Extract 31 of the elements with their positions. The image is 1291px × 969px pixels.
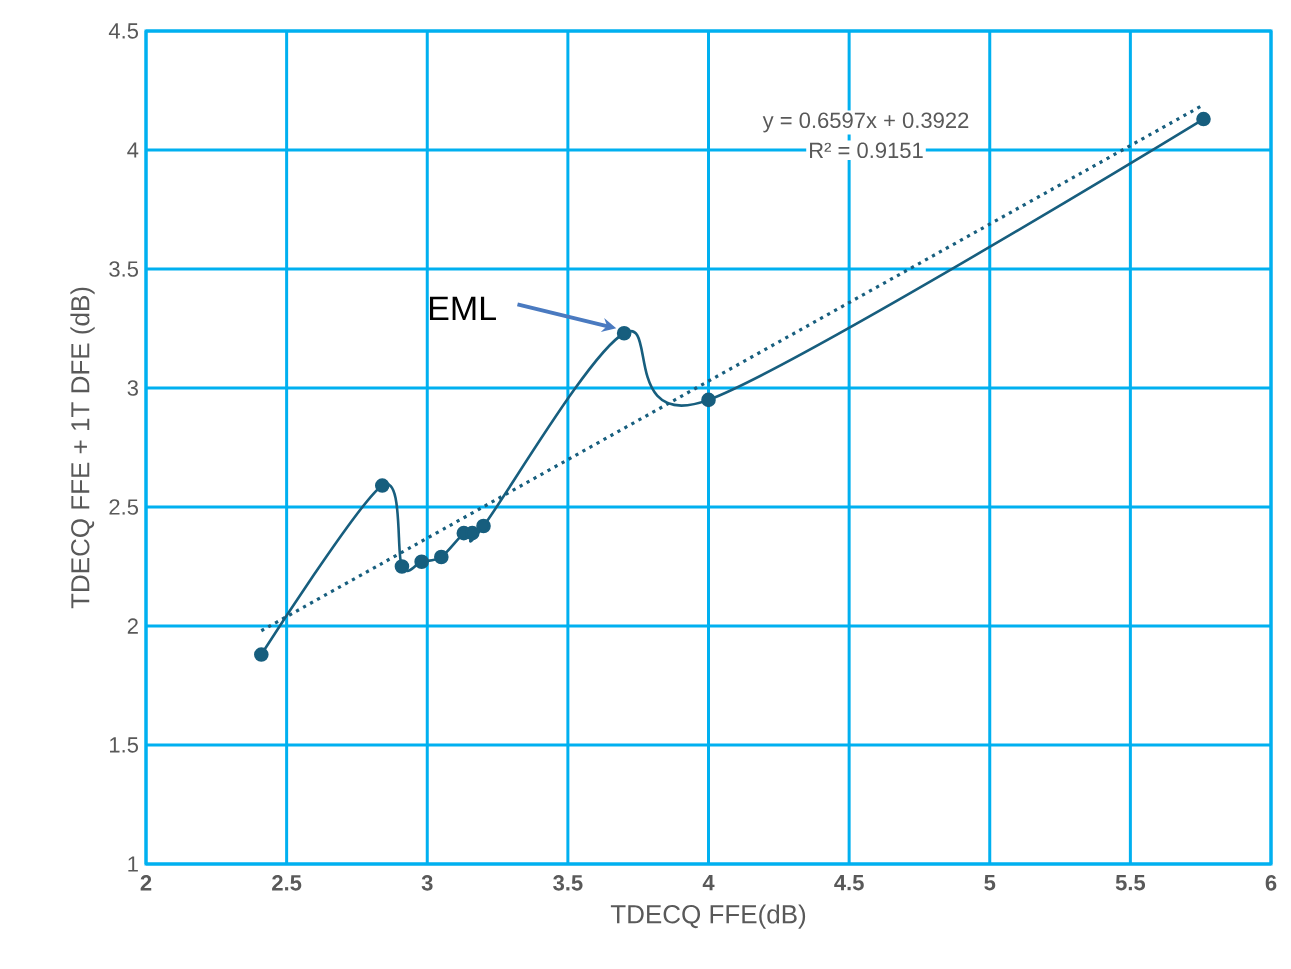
x-tick-label: 2.5	[272, 875, 302, 891]
point	[434, 549, 449, 565]
y-tick-label: 4	[127, 142, 139, 158]
y-tick-label: 3.5	[109, 261, 138, 277]
point	[476, 518, 491, 534]
x-tick-label: 6	[1265, 875, 1277, 891]
point	[1196, 111, 1211, 127]
point	[414, 554, 429, 570]
x-tick-label: 5	[984, 875, 996, 891]
point	[254, 647, 269, 662]
x-tick-label: 4.5	[834, 875, 864, 891]
y-tick-label: 1.5	[110, 737, 138, 753]
annotation: y = 0.6597x + 0.3922	[762, 112, 969, 133]
point	[394, 559, 410, 574]
point	[701, 392, 716, 408]
y-tick-label: 4.5	[108, 23, 138, 39]
x-axis-title: TDECQ FFE(dB)	[610, 904, 806, 929]
x-tick-label: 3	[421, 875, 433, 891]
annotation: R² = 0.9151	[810, 142, 923, 159]
y-tick-label: 2	[127, 618, 138, 634]
point	[616, 325, 632, 341]
annotation: EML	[429, 296, 496, 321]
y-tick-label: 3	[127, 380, 138, 396]
y-tick-label: 2.5	[109, 499, 138, 515]
point	[374, 478, 390, 493]
x-tick-label: 4	[702, 875, 715, 891]
x-tick-label: 2	[140, 875, 152, 891]
y-axis-title: TDECQ FFE + 1T DFE (dB)	[70, 287, 95, 609]
x-tick-label: 3.5	[553, 875, 583, 891]
y-tick-label: 1	[128, 856, 138, 872]
x-tick-label: 5.5	[1115, 875, 1146, 891]
